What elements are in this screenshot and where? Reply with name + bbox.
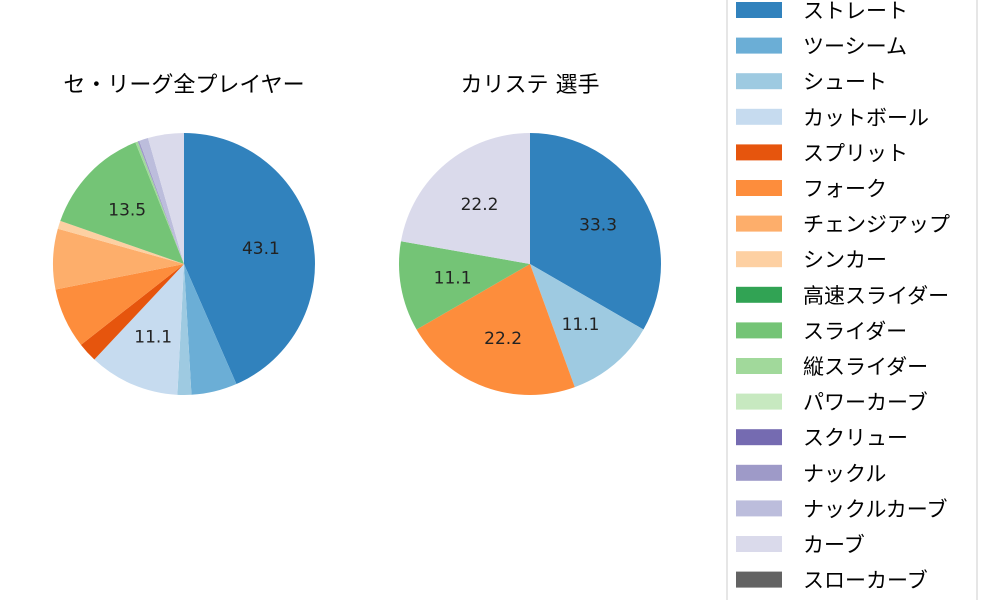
pie-slice (57, 220, 184, 264)
pie-slice (398, 241, 530, 330)
legend-swatch (736, 393, 782, 410)
pie-slice (80, 264, 184, 360)
legend-label: ツーシーム (803, 35, 907, 59)
pie-league: セ・リーグ全プレイヤー 43.1 11.1 13.5 (53, 73, 315, 396)
pie-slice (184, 264, 237, 395)
legend-label: シュート (803, 70, 887, 94)
pie-slice (147, 133, 184, 264)
legend-swatch (736, 2, 782, 18)
legend-swatch (736, 73, 782, 90)
legend-label: スクリュー (803, 426, 908, 450)
legend-swatch (736, 429, 782, 446)
pie-slice (55, 264, 184, 345)
legend-label: 高速スライダー (803, 284, 949, 308)
pie-slice-label: 22.2 (461, 195, 499, 215)
legend-swatch (736, 251, 782, 268)
legend-label: カーブ (803, 533, 865, 557)
legend-swatch (736, 536, 782, 552)
pie-league-title: セ・リーグ全プレイヤー (63, 73, 304, 98)
legend-swatch (736, 108, 782, 125)
legend-swatch (736, 37, 782, 54)
legend-label: ナックルカーブ (803, 497, 947, 521)
legend-swatch (736, 322, 782, 339)
legend-swatch (736, 215, 782, 232)
legend-label: ナックル (803, 462, 886, 486)
legend-swatch (736, 286, 782, 303)
pie-slice (94, 264, 184, 395)
legend-swatch (736, 358, 782, 374)
pie-player: カリステ 選手 33.3 11.1 22.2 11.1 22.2 (398, 73, 662, 395)
legend-label: 縦スライダー (803, 355, 928, 379)
pie-slice-label: 11.1 (434, 269, 472, 289)
pie-player-title: カリステ 選手 (461, 73, 600, 98)
pie-slice (60, 142, 185, 264)
legend-label: フォーク (803, 177, 887, 201)
pie-slice-label: 22.2 (484, 329, 522, 349)
pie-slice-label: 11.1 (562, 315, 600, 335)
legend-label: チェンジアップ (803, 213, 950, 237)
legend-swatch (736, 144, 782, 161)
legend-label: スローカーブ (803, 569, 928, 593)
legend-label: スライダー (803, 319, 907, 343)
legend-label: シンカー (803, 248, 887, 272)
pie-slice (400, 133, 530, 264)
pie-slice (53, 228, 185, 290)
legend-swatch (736, 464, 782, 481)
legend-label: カットボール (803, 106, 929, 130)
pie-slice-label: 11.1 (134, 327, 172, 347)
pie-slice (184, 133, 315, 385)
pie-slice (530, 264, 644, 388)
legend-swatch (736, 571, 782, 588)
pie-slice (137, 140, 184, 264)
pie-slice (530, 133, 662, 330)
legend-label: スプリット (803, 141, 908, 165)
pie-slice (139, 138, 184, 264)
legend: ストレートツーシームシュートカットボールスプリットフォークチェンジアップシンカー… (726, 0, 978, 600)
pie-slice (416, 264, 575, 395)
legend-swatch (736, 180, 782, 196)
pie-slice-label: 13.5 (108, 201, 146, 221)
pie-slice-label: 33.3 (579, 216, 617, 236)
legend-label: パワーカーブ (803, 391, 928, 415)
legend-swatch (736, 500, 782, 517)
legend-label: ストレート (803, 0, 908, 23)
pie-slice-label: 43.1 (242, 239, 280, 259)
pie-slice (177, 264, 192, 396)
pie-slice (135, 141, 184, 264)
